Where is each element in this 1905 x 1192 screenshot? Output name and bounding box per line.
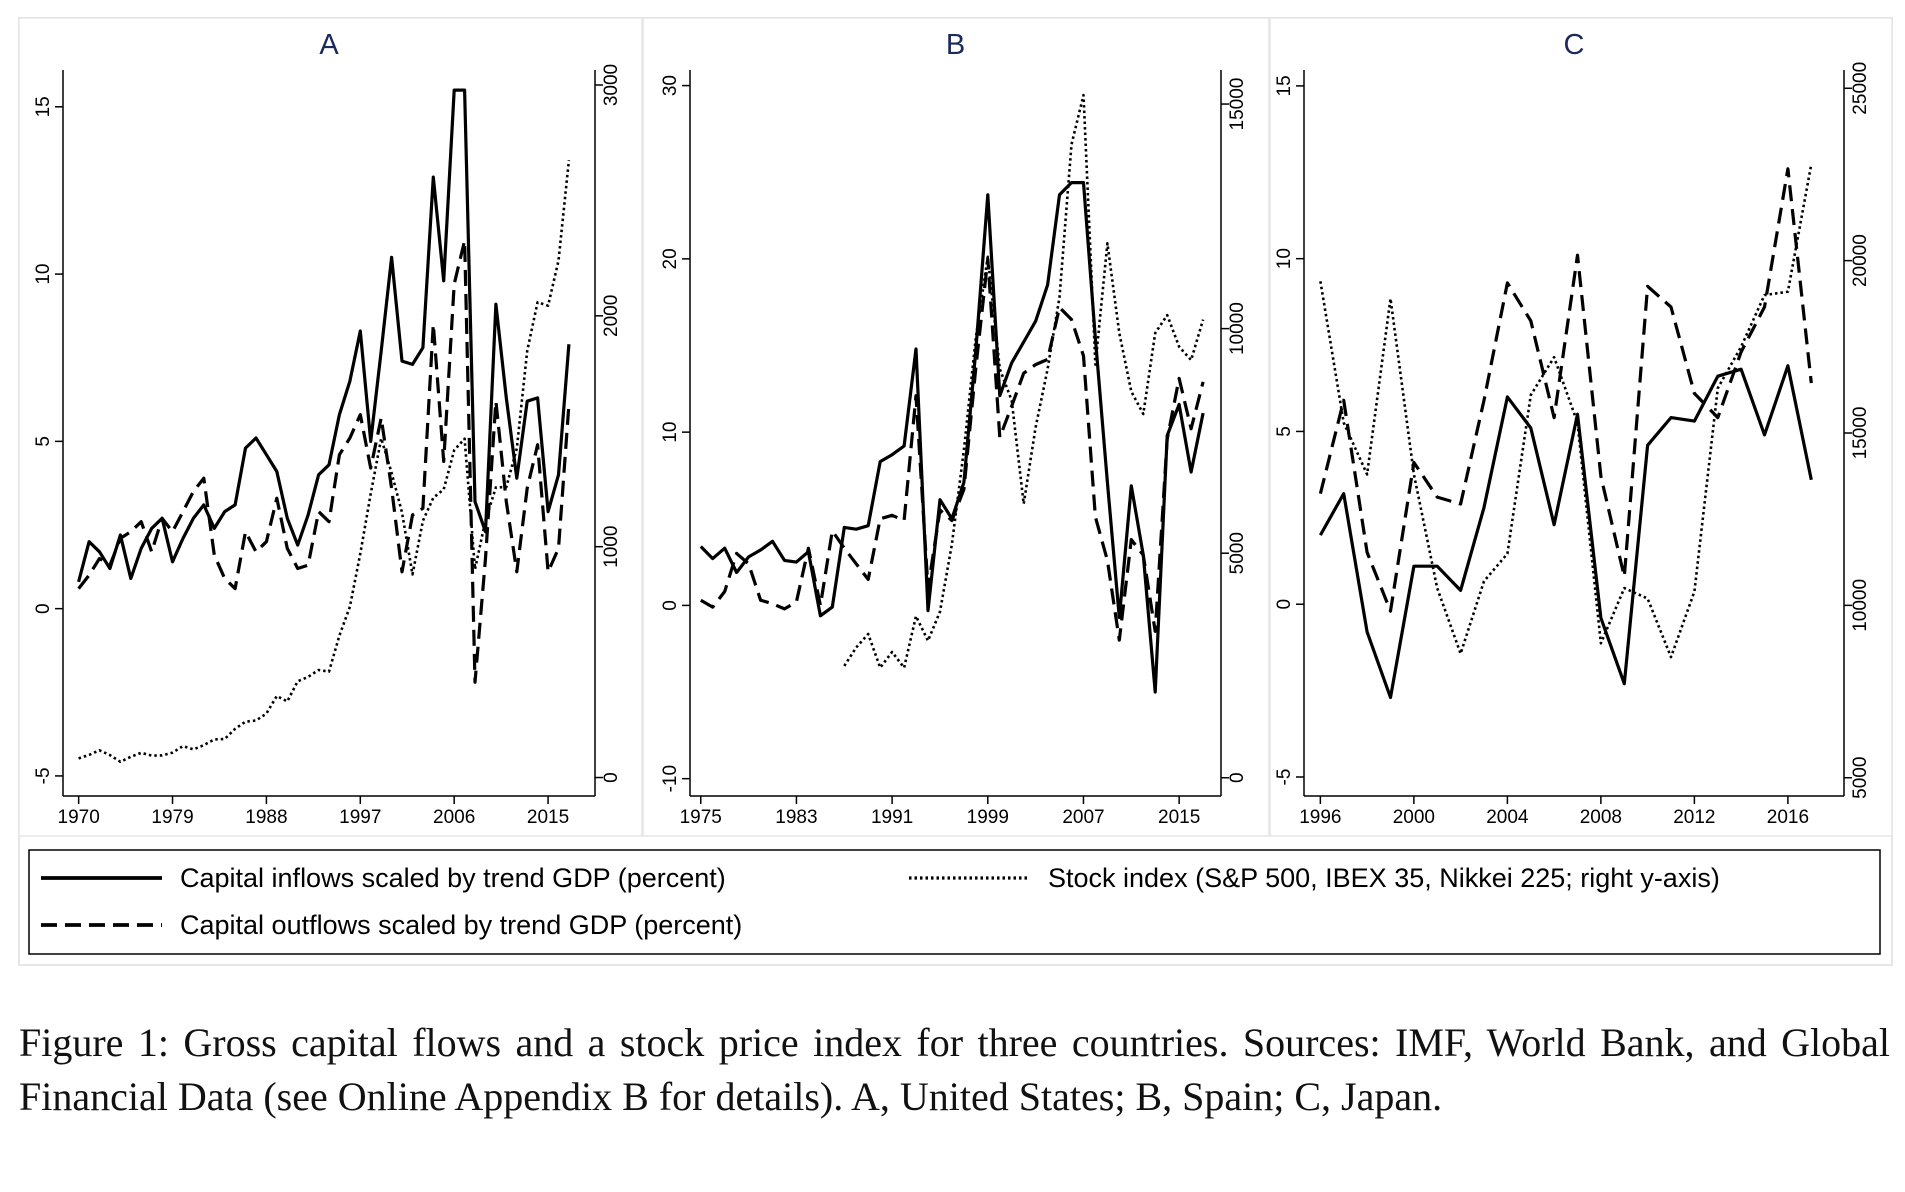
series-line bbox=[1319, 364, 1813, 700]
y2-tick-label: 5000 bbox=[1227, 532, 1248, 574]
y-tick-label: 0 bbox=[660, 600, 681, 611]
y-tick-label: 30 bbox=[660, 75, 681, 96]
y-tick-label: 15 bbox=[33, 96, 54, 117]
series-line bbox=[699, 257, 1205, 642]
x-tick-label: 2006 bbox=[433, 807, 475, 828]
y-tick-label: 10 bbox=[660, 422, 681, 443]
y-tick-label: 5 bbox=[33, 436, 54, 447]
y-tick-label: -5 bbox=[1274, 769, 1295, 786]
legend-label: Capital inflows scaled by trend GDP (per… bbox=[180, 863, 726, 893]
x-tick-label: 2012 bbox=[1673, 807, 1715, 828]
y-tick-label: -5 bbox=[33, 767, 54, 784]
x-tick-label: 1996 bbox=[1299, 807, 1341, 828]
y2-tick-label: 15000 bbox=[1227, 78, 1248, 131]
x-tick-label: 2007 bbox=[1062, 807, 1104, 828]
legend-box bbox=[28, 849, 1881, 955]
x-tick-label: 1997 bbox=[339, 807, 381, 828]
y-tick-label: 10 bbox=[1274, 248, 1295, 269]
x-tick-label: 1979 bbox=[151, 807, 193, 828]
x-tick-label: 2008 bbox=[1580, 807, 1622, 828]
y2-tick-label: 0 bbox=[1227, 772, 1248, 783]
panel-title: A bbox=[319, 29, 339, 61]
panel-frame bbox=[642, 17, 1270, 837]
x-tick-label: 2016 bbox=[1767, 807, 1809, 828]
panel-frame bbox=[18, 17, 643, 837]
y2-tick-label: 0 bbox=[601, 772, 622, 783]
y2-tick-label: 15000 bbox=[1850, 407, 1871, 460]
x-tick-label: 1999 bbox=[967, 807, 1009, 828]
x-tick-label: 1975 bbox=[680, 807, 722, 828]
y2-tick-label: 20000 bbox=[1850, 234, 1871, 287]
series-line bbox=[1318, 167, 1813, 613]
x-tick-label: 2000 bbox=[1393, 807, 1435, 828]
x-tick-label: 1970 bbox=[58, 807, 100, 828]
x-tick-label: 1983 bbox=[775, 807, 817, 828]
x-tick-label: 2015 bbox=[1158, 807, 1200, 828]
y2-tick-label: 1000 bbox=[601, 526, 622, 568]
y-tick-label: 0 bbox=[1274, 599, 1295, 610]
x-tick-label: 1988 bbox=[245, 807, 287, 828]
y-tick-label: 20 bbox=[660, 248, 681, 269]
y2-tick-label: 3000 bbox=[601, 64, 622, 106]
series-line bbox=[843, 93, 1205, 669]
y2-tick-label: 25000 bbox=[1850, 62, 1871, 115]
y-tick-label: 0 bbox=[33, 603, 54, 614]
y2-tick-label: 2000 bbox=[601, 295, 622, 337]
y-tick-label: 10 bbox=[33, 264, 54, 285]
x-tick-label: 1991 bbox=[871, 807, 913, 828]
x-tick-label: 2004 bbox=[1486, 807, 1529, 828]
x-tick-label: 2015 bbox=[527, 807, 569, 828]
panel-frame bbox=[1269, 17, 1893, 837]
y-tick-label: 5 bbox=[1274, 426, 1295, 437]
legend-label: Capital outflows scaled by trend GDP (pe… bbox=[180, 910, 742, 940]
series-line bbox=[78, 160, 571, 764]
y2-tick-label: 10000 bbox=[1850, 579, 1871, 632]
y-tick-label: 15 bbox=[1274, 75, 1295, 96]
panel-title: C bbox=[1564, 29, 1585, 61]
caption: Figure 1: Gross capital flows and a stoc… bbox=[19, 1020, 1890, 1119]
y-tick-label: -10 bbox=[660, 765, 681, 792]
legend-label: Stock index (S&P 500, IBEX 35, Nikkei 22… bbox=[1048, 863, 1720, 893]
series-line bbox=[77, 239, 571, 684]
panel-title: B bbox=[946, 29, 965, 61]
series-line bbox=[1319, 163, 1813, 659]
y2-tick-label: 5000 bbox=[1850, 757, 1871, 799]
y2-tick-label: 10000 bbox=[1227, 302, 1248, 355]
